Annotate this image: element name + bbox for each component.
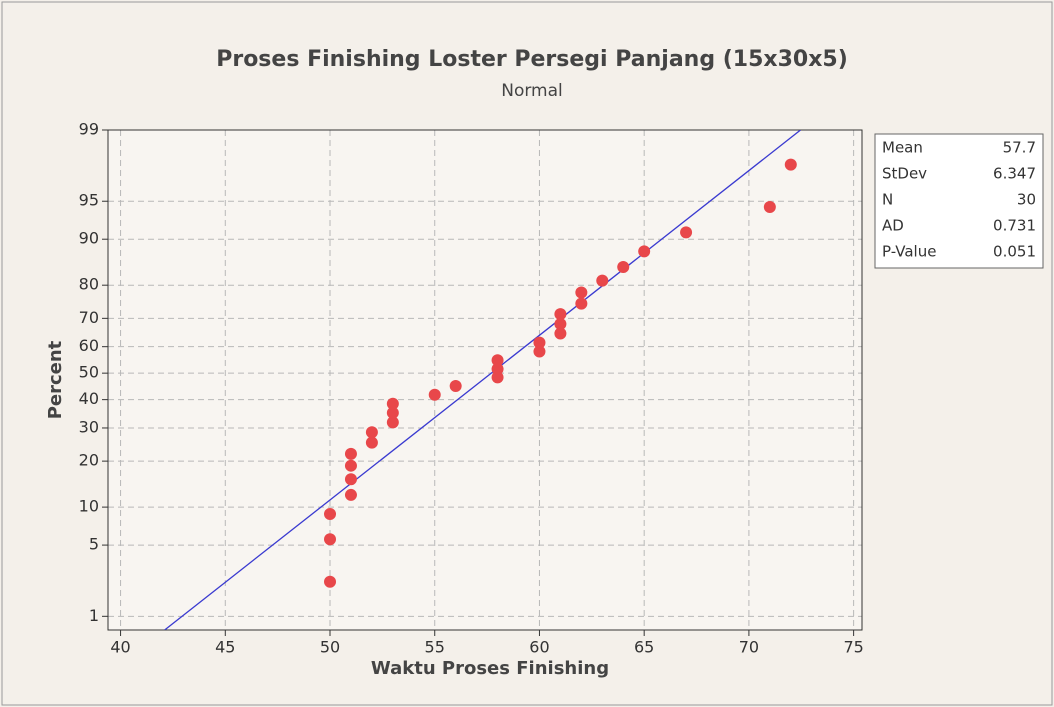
data-point xyxy=(554,308,566,320)
y-axis-label: Percent xyxy=(45,340,66,419)
chart-title: Proses Finishing Loster Persegi Panjang … xyxy=(216,47,848,72)
data-point xyxy=(450,380,462,392)
y-tick-label: 30 xyxy=(79,417,99,436)
data-point xyxy=(366,437,378,449)
data-point xyxy=(324,576,336,588)
data-point xyxy=(575,298,587,310)
stat-label: Mean xyxy=(882,139,923,157)
stat-value: 0.051 xyxy=(993,243,1036,261)
y-tick-label: 10 xyxy=(79,497,99,516)
x-tick-label: 70 xyxy=(739,638,759,657)
x-tick-label: 60 xyxy=(529,638,549,657)
data-point xyxy=(617,261,629,273)
y-tick-label: 50 xyxy=(79,363,99,382)
data-point xyxy=(764,201,776,213)
data-point xyxy=(575,286,587,298)
chart-subtitle: Normal xyxy=(501,81,563,101)
data-point xyxy=(345,448,357,460)
data-point xyxy=(429,389,441,401)
x-tick-label: 75 xyxy=(843,638,863,657)
data-point xyxy=(366,426,378,438)
y-tick-label: 80 xyxy=(79,275,99,294)
stat-label: N xyxy=(882,191,893,209)
data-point xyxy=(492,354,504,366)
y-tick-label: 5 xyxy=(89,535,99,554)
stat-label: P-Value xyxy=(882,243,936,261)
x-tick-label: 65 xyxy=(634,638,654,657)
y-tick-label: 95 xyxy=(79,191,99,210)
x-axis-label: Waktu Proses Finishing xyxy=(371,658,609,679)
data-point xyxy=(324,533,336,545)
x-tick-label: 45 xyxy=(215,638,235,657)
data-point xyxy=(345,460,357,472)
stat-label: StDev xyxy=(882,165,927,183)
chart: Proses Finishing Loster Persegi Panjang … xyxy=(0,0,1054,707)
x-tick-label: 50 xyxy=(320,638,340,657)
data-point xyxy=(680,226,692,238)
y-tick-label: 90 xyxy=(79,229,99,248)
y-tick-label: 40 xyxy=(79,389,99,408)
data-point xyxy=(345,473,357,485)
x-tick-label: 40 xyxy=(110,638,130,657)
y-tick-label: 20 xyxy=(79,451,99,470)
stat-value: 57.7 xyxy=(1003,139,1036,157)
data-point xyxy=(596,275,608,287)
data-point xyxy=(785,159,797,171)
data-point xyxy=(533,337,545,349)
y-tick-label: 60 xyxy=(79,336,99,355)
data-point xyxy=(345,489,357,501)
y-tick-label: 1 xyxy=(89,606,99,625)
y-tick-label: 99 xyxy=(79,120,99,139)
stat-value: 30 xyxy=(1017,191,1036,209)
x-tick-label: 55 xyxy=(425,638,445,657)
data-point xyxy=(638,245,650,257)
y-tick-label: 70 xyxy=(79,308,99,327)
stat-label: AD xyxy=(882,217,904,235)
stat-value: 0.731 xyxy=(993,217,1036,235)
data-point xyxy=(387,398,399,410)
stat-value: 6.347 xyxy=(993,165,1036,183)
data-point xyxy=(324,508,336,520)
